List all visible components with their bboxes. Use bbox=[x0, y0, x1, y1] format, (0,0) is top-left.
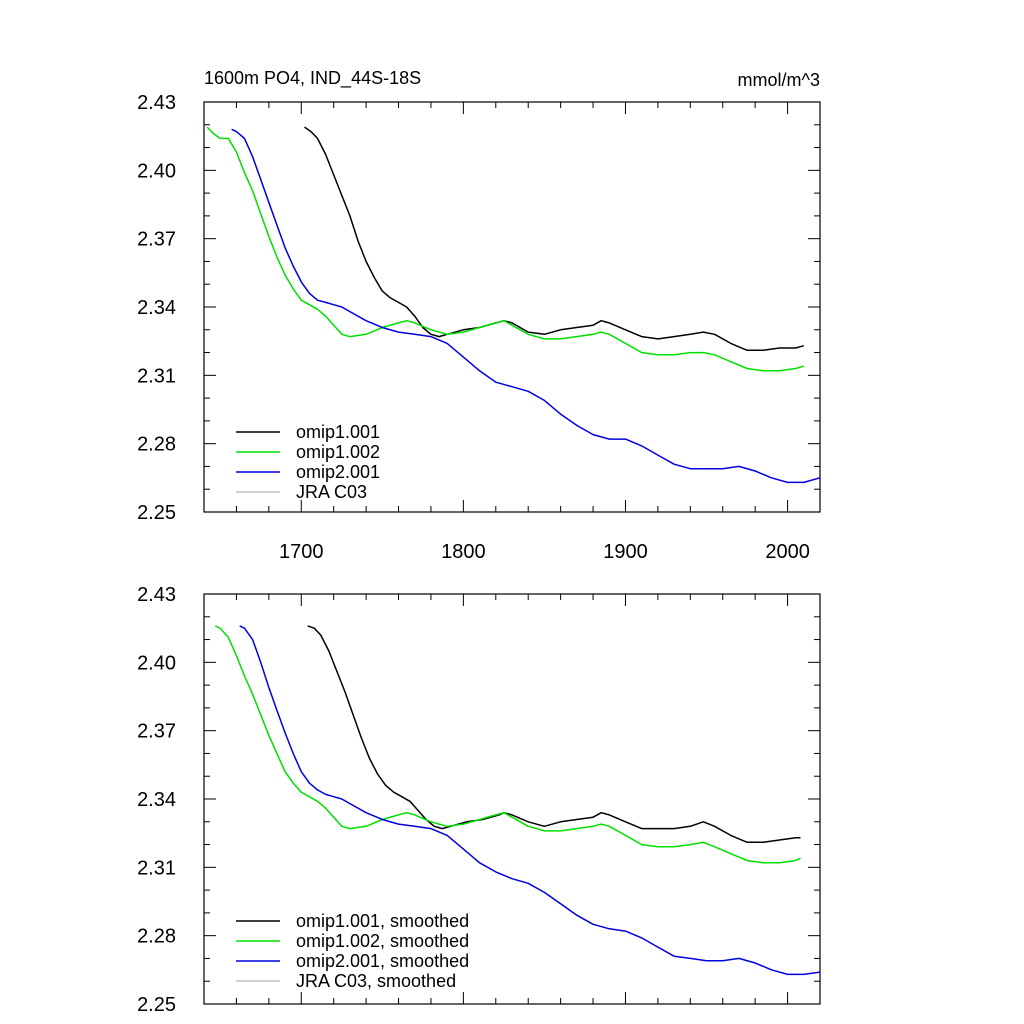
x-tick-label: 1800 bbox=[441, 541, 486, 563]
x-tick-labels: 1700 1800 1900 2000 bbox=[279, 541, 810, 563]
y-tick-label: 2.28 bbox=[137, 434, 176, 456]
y-tick-label: 2.31 bbox=[137, 857, 176, 879]
legend-label: omip1.002, smoothed bbox=[296, 931, 469, 951]
series-lines bbox=[214, 625, 821, 976]
y-tick-label: 2.34 bbox=[137, 789, 176, 811]
series-line bbox=[231, 128, 821, 484]
legend-label: omip1.001, smoothed bbox=[296, 911, 469, 931]
y-tick-labels: 2.25 2.28 2.31 2.34 2.37 2.40 2.43 bbox=[137, 584, 176, 1016]
y-tick-label: 2.37 bbox=[137, 229, 176, 251]
y-tick-label: 2.31 bbox=[137, 365, 176, 387]
series-line bbox=[304, 126, 805, 352]
legend-label: JRA C03, smoothed bbox=[296, 971, 456, 991]
legend-label: omip2.001, smoothed bbox=[296, 951, 469, 971]
y-tick-label: 2.43 bbox=[137, 584, 176, 606]
x-tick-label: 2000 bbox=[765, 541, 810, 563]
y-tick-label: 2.37 bbox=[137, 721, 176, 743]
axis-ticks bbox=[203, 593, 821, 1005]
y-tick-label: 2.28 bbox=[137, 926, 176, 948]
bottom-panel: 2.25 2.28 2.31 2.34 2.37 2.40 2.43 omip1.001, … bbox=[137, 584, 821, 1016]
x-tick-label: 1900 bbox=[603, 541, 648, 563]
series-line bbox=[214, 625, 801, 864]
y-tick-label: 2.25 bbox=[137, 994, 176, 1016]
x-tick-label: 1700 bbox=[279, 541, 324, 563]
y-tick-label: 2.34 bbox=[137, 297, 176, 319]
y-tick-label: 2.40 bbox=[137, 652, 176, 674]
legend-label: omip2.001 bbox=[296, 462, 380, 482]
top-panel: 1600m PO4, IND_44S-18S mmol/m^3 2.25 2.28… bbox=[137, 68, 821, 563]
y-tick-label: 2.25 bbox=[137, 502, 176, 524]
legend-label: omip1.001 bbox=[296, 422, 380, 442]
series-lines bbox=[206, 126, 821, 484]
y-tick-label: 2.40 bbox=[137, 160, 176, 182]
series-line bbox=[206, 126, 805, 372]
legend-label: omip1.002 bbox=[296, 442, 380, 462]
y-tick-label: 2.43 bbox=[137, 92, 176, 114]
chart-title: 1600m PO4, IND_44S-18S bbox=[204, 68, 421, 89]
units-label: mmol/m^3 bbox=[738, 70, 820, 90]
series-line bbox=[239, 625, 821, 976]
y-tick-labels: 2.25 2.28 2.31 2.34 2.37 2.40 2.43 bbox=[137, 92, 176, 524]
legend-label: JRA C03 bbox=[296, 482, 367, 502]
series-line bbox=[307, 625, 801, 844]
axis-ticks bbox=[203, 101, 821, 513]
